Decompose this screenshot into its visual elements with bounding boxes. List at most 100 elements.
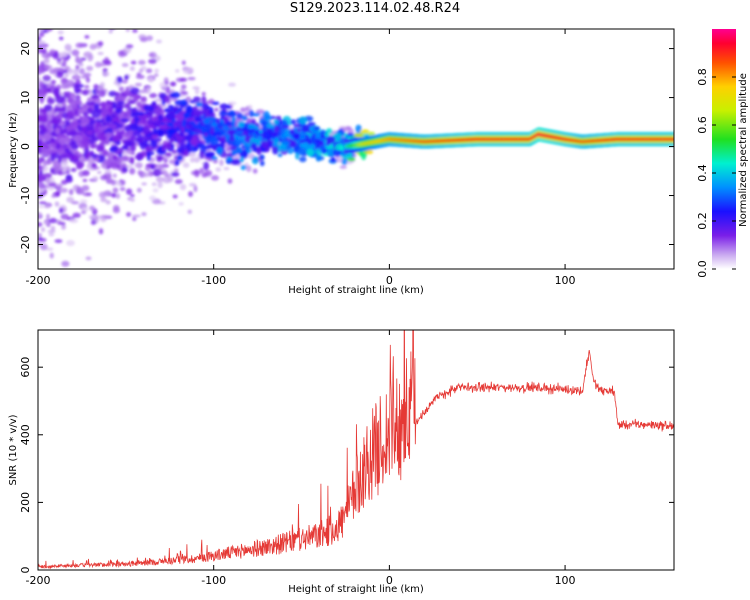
colorbar-tick-label: 0.8	[696, 68, 709, 86]
heatmap-blob	[116, 94, 126, 103]
heatmap-blob	[94, 61, 102, 68]
heatmap-blob	[124, 89, 131, 96]
heatmap-blob	[290, 119, 297, 125]
heatmap-blob	[292, 132, 301, 141]
heatmap-blob	[82, 170, 90, 177]
heatmap-blob	[125, 29, 130, 32]
heatmap-blob	[49, 49, 56, 55]
heatmap-blob	[261, 124, 268, 133]
heatmap-blob	[313, 126, 321, 131]
x-tick-label: -200	[26, 274, 51, 287]
heatmap-blob	[148, 58, 157, 64]
heatmap-blob	[246, 165, 252, 173]
snr-series-line	[38, 330, 674, 570]
snr-y-axis-label: SNR (10 * v/v)	[8, 414, 19, 485]
heatmap-blob	[86, 65, 94, 71]
snr-x-axis-label: Height of straight line (km)	[288, 584, 424, 595]
heatmap-blob	[48, 182, 57, 188]
heatmap-blob	[79, 68, 85, 75]
heatmap-blob	[354, 133, 364, 138]
heatmap-blob	[134, 82, 142, 87]
heatmap-blob	[112, 207, 121, 214]
heatmap-blob	[54, 92, 61, 100]
heatmap-blob	[91, 109, 101, 118]
heatmap-blob	[209, 137, 219, 146]
heatmap-blob	[57, 156, 62, 164]
heatmap-blob	[171, 150, 178, 154]
heatmap-blob	[49, 217, 58, 224]
heatmap-blob	[231, 116, 237, 123]
heatmap-blob	[256, 146, 262, 156]
heatmap-blob	[40, 43, 49, 48]
heatmap-blob	[75, 64, 80, 70]
heatmap-blob	[83, 51, 93, 58]
heatmap-blob	[148, 51, 157, 58]
heatmap-blob	[43, 59, 50, 64]
heatmap-blob	[136, 187, 142, 193]
heatmap-blob	[102, 149, 109, 157]
heatmap-blob	[78, 162, 84, 168]
heatmap-blob	[234, 139, 244, 146]
heatmap-blob	[69, 218, 79, 224]
colorbar-tick-label: 0.4	[696, 164, 709, 182]
heatmap-blob	[44, 204, 51, 209]
heatmap-blob	[306, 148, 314, 157]
heatmap-blob	[153, 120, 162, 126]
heatmap-blob	[52, 67, 62, 72]
heatmap-blob	[42, 75, 52, 82]
heatmap-blob	[70, 141, 77, 150]
heatmap-blob	[71, 49, 80, 57]
heatmap-blob	[85, 100, 95, 106]
heatmap-blob	[179, 183, 187, 191]
heatmap-blob	[44, 104, 53, 112]
heatmap-blob	[125, 44, 134, 49]
snr-plot-area	[38, 330, 674, 570]
heatmap-blob	[194, 88, 200, 95]
heatmap-blob	[314, 138, 321, 144]
heatmap-blob	[79, 6, 85, 11]
heatmap-blob	[280, 133, 287, 141]
heatmap-blob	[82, 178, 88, 183]
heatmap-blob	[55, 128, 61, 135]
heatmap-blob	[103, 71, 110, 77]
heatmap-blob	[65, 174, 73, 180]
heatmap-blob	[184, 150, 189, 157]
heatmap-blob	[115, 193, 121, 199]
heatmap-blob	[111, 193, 117, 198]
heatmap-blob	[210, 122, 218, 127]
heatmap-blob	[140, 96, 147, 102]
heatmap-blob	[56, 72, 64, 79]
heatmap-blob	[42, 160, 53, 166]
heatmap-blob	[132, 217, 137, 222]
heatmap-blob	[91, 153, 98, 159]
heatmap-blob	[67, 98, 73, 103]
heatmap-blob	[201, 173, 208, 178]
heatmap-blob	[219, 141, 226, 149]
y-tick-label: 600	[19, 357, 32, 378]
heatmap-blob	[38, 165, 42, 170]
heatmap-blob	[142, 140, 149, 148]
heatmap-blob	[42, 88, 48, 94]
heatmap-blob	[211, 156, 218, 161]
heatmap-blob	[239, 156, 245, 163]
heatmap-blob	[64, 43, 72, 51]
heatmap-blob	[193, 129, 203, 134]
heatmap-blob	[99, 82, 105, 88]
heatmap-blob	[75, 42, 84, 49]
heatmap-blob	[38, 76, 41, 83]
heatmap-blob	[130, 156, 135, 165]
heatmap-blob	[81, 158, 90, 162]
heatmap-blob	[201, 95, 207, 105]
heatmap-blob	[205, 100, 214, 104]
heatmap-blob	[114, 182, 122, 186]
heatmap-blob	[171, 171, 180, 177]
heatmap-blob	[84, 84, 90, 89]
heatmap-blob	[38, 170, 44, 176]
heatmap-blob	[183, 112, 192, 120]
heatmap-blob	[120, 118, 130, 123]
heatmap-blob	[261, 140, 270, 149]
heatmap-blob	[219, 109, 227, 118]
heatmap-blob	[153, 73, 159, 78]
heatmap-blob	[241, 115, 248, 121]
